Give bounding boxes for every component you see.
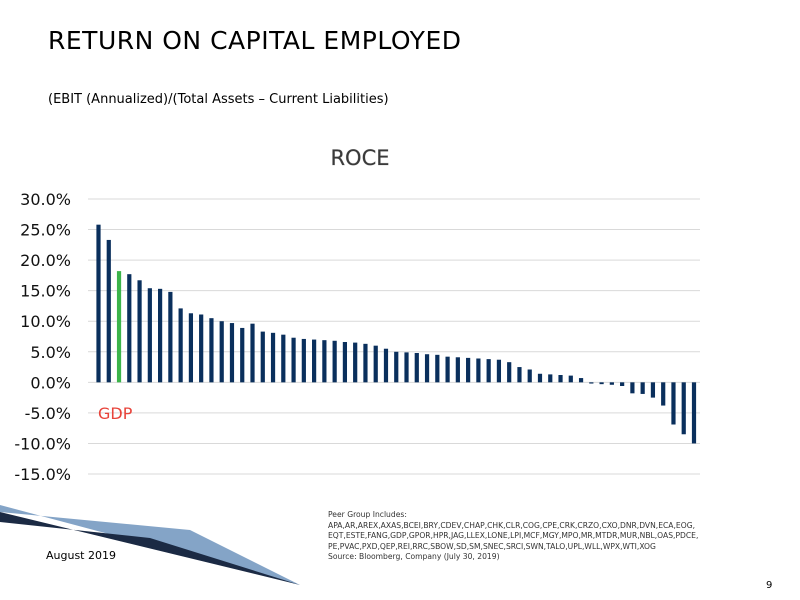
bar (209, 318, 214, 383)
bar (620, 382, 625, 386)
y-tick-label: -15.0% (14, 465, 71, 484)
y-tick-label: 15.0% (20, 282, 71, 301)
bar (322, 340, 327, 383)
bar (281, 334, 286, 383)
bar (568, 375, 573, 383)
bar (681, 382, 686, 435)
bar (312, 339, 317, 383)
date-label: August 2019 (46, 549, 116, 562)
bar (414, 353, 419, 383)
bar (137, 280, 142, 383)
bar (291, 337, 296, 383)
bar (383, 348, 389, 383)
bar (363, 343, 368, 383)
y-tick-label: -10.0% (14, 434, 71, 453)
page-number: 9 (766, 580, 773, 591)
y-tick-label: 10.0% (20, 312, 71, 331)
highlight-label-gdp: GDP (98, 404, 133, 423)
peer-group-note: Peer Group Includes: APA,AR,AREX,AXAS,BC… (328, 510, 758, 563)
chart-title: ROCE (330, 146, 389, 170)
bar (96, 224, 101, 383)
y-tick-label: 20.0% (20, 251, 71, 270)
bar (466, 357, 471, 383)
bar (373, 345, 378, 383)
bar (178, 308, 183, 383)
bar (404, 352, 409, 383)
decorative-swoosh-dark (0, 512, 300, 585)
bar (507, 362, 512, 383)
bar (147, 288, 152, 383)
bar (188, 313, 194, 383)
bar (199, 314, 204, 383)
bar (640, 382, 645, 394)
page-title: RETURN ON CAPITAL EMPLOYED (48, 26, 462, 55)
bar (229, 323, 235, 383)
page-subtitle: (EBIT (Annualized)/(Total Assets – Curre… (48, 92, 389, 107)
bar (609, 382, 614, 385)
bar (445, 356, 450, 383)
bar (650, 382, 656, 398)
bar (578, 378, 584, 383)
bar (424, 354, 430, 383)
source-note: Source: Bloomberg, Company (July 30, 201… (328, 552, 500, 561)
bar (332, 340, 337, 383)
y-tick-label: 30.0% (20, 190, 71, 209)
bar (517, 367, 522, 383)
bar (537, 373, 543, 383)
bar (353, 342, 358, 383)
bar (250, 323, 255, 383)
bar (240, 327, 245, 383)
peer-note-line: EQT,ESTE,FANG,GDP,GPOR,HPR,JAG,LLEX,LONE… (328, 531, 699, 540)
bar (691, 382, 697, 444)
bar (270, 332, 276, 383)
bar (106, 239, 111, 383)
bar (476, 358, 481, 383)
bar (486, 359, 491, 383)
peer-note-line: PE,PVAC,PXD,QEP,REI,RRC,SBOW,SD,SM,SNEC,… (328, 541, 656, 551)
bar (671, 382, 676, 425)
peer-note-line: Peer Group Includes: (328, 510, 407, 519)
bar (301, 338, 306, 383)
bar (548, 374, 553, 383)
bar (127, 274, 132, 383)
bar (661, 382, 666, 406)
y-tick-label: 0.0% (30, 373, 71, 392)
bar (219, 321, 224, 383)
bar (455, 357, 460, 383)
bar (260, 331, 265, 383)
bar (496, 359, 502, 383)
bar (168, 291, 173, 383)
y-tick-label: 25.0% (20, 221, 71, 240)
y-axis-ticks: 30.0% 25.0% 20.0% 15.0% 10.0% 5.0% 0.0% -5.0% -1… (14, 190, 71, 484)
bars (96, 224, 697, 444)
bar (599, 382, 604, 385)
bar (342, 342, 348, 383)
bar (589, 382, 594, 384)
peer-note-line: APA,AR,AREX,AXAS,BCEI,BRY,CDEV,CHAP,CHK,… (328, 520, 695, 530)
y-tick-label: 5.0% (30, 343, 71, 362)
bar (435, 354, 440, 383)
bar (158, 288, 163, 383)
y-tick-label: -5.0% (25, 404, 71, 423)
bar (527, 369, 532, 383)
bar (630, 382, 635, 394)
bar-highlight (116, 271, 122, 383)
bar (394, 351, 399, 383)
bar (558, 375, 563, 383)
